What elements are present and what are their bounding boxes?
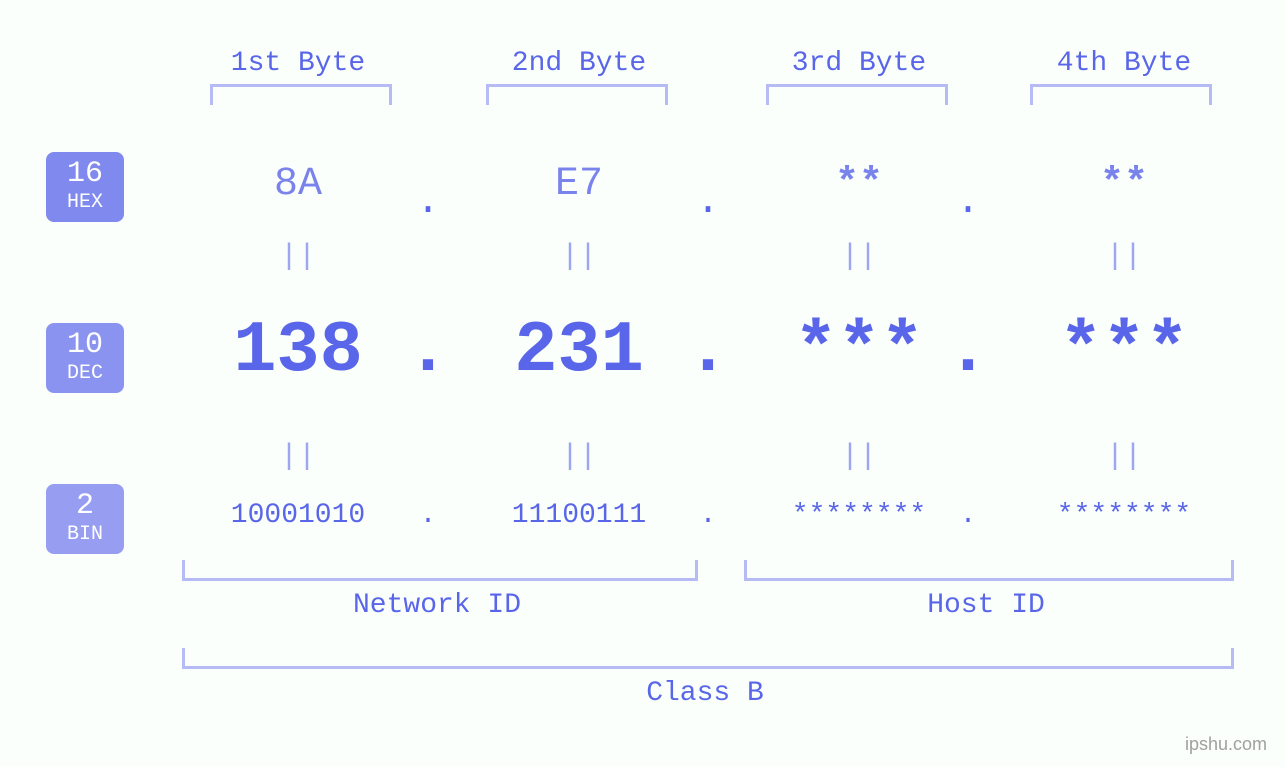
dec-byte-1: 138 bbox=[178, 310, 418, 392]
eq-hex-dec-1: || bbox=[276, 240, 320, 274]
watermark: ipshu.com bbox=[1185, 734, 1267, 755]
eq-dec-bin-4: || bbox=[1102, 440, 1146, 474]
eq-hex-dec-3: || bbox=[837, 240, 881, 274]
bin-dot-1: . bbox=[418, 500, 438, 531]
byte-header-2: 2nd Byte bbox=[491, 48, 667, 79]
bin-byte-2: 11100111 bbox=[449, 500, 709, 531]
base-label-dec: DEC bbox=[46, 363, 124, 385]
base-badge-bin: 2 BIN bbox=[46, 484, 124, 554]
base-label-hex: HEX bbox=[46, 192, 124, 214]
base-label-bin: BIN bbox=[46, 524, 124, 546]
hex-dot-3: . bbox=[950, 180, 986, 225]
top-bracket-2 bbox=[486, 84, 668, 105]
top-bracket-4 bbox=[1030, 84, 1212, 105]
eq-dec-bin-2: || bbox=[557, 440, 601, 474]
dec-byte-2: 231 bbox=[459, 310, 699, 392]
hex-dot-1: . bbox=[410, 180, 446, 225]
dec-byte-4: *** bbox=[1004, 310, 1244, 392]
hex-byte-4: ** bbox=[1024, 162, 1224, 207]
top-bracket-3 bbox=[766, 84, 948, 105]
ip-byte-diagram: 1st Byte 2nd Byte 3rd Byte 4th Byte 16 H… bbox=[0, 0, 1285, 767]
eq-dec-bin-1: || bbox=[276, 440, 320, 474]
dec-dot-3: . bbox=[944, 310, 992, 392]
host-id-label: Host ID bbox=[744, 590, 1228, 621]
top-bracket-1 bbox=[210, 84, 392, 105]
eq-hex-dec-4: || bbox=[1102, 240, 1146, 274]
hex-byte-3: ** bbox=[759, 162, 959, 207]
bin-dot-2: . bbox=[698, 500, 718, 531]
bin-byte-4: ******** bbox=[994, 500, 1254, 531]
eq-dec-bin-3: || bbox=[837, 440, 881, 474]
dec-dot-2: . bbox=[684, 310, 732, 392]
byte-header-1: 1st Byte bbox=[210, 48, 386, 79]
base-badge-hex: 16 HEX bbox=[46, 152, 124, 222]
network-id-label: Network ID bbox=[182, 590, 692, 621]
hex-byte-1: 8A bbox=[198, 162, 398, 207]
network-id-bracket bbox=[182, 560, 698, 581]
class-bracket bbox=[182, 648, 1234, 669]
class-label: Class B bbox=[182, 678, 1228, 709]
bin-byte-3: ******** bbox=[729, 500, 989, 531]
eq-hex-dec-2: || bbox=[557, 240, 601, 274]
hex-dot-2: . bbox=[690, 180, 726, 225]
dec-byte-3: *** bbox=[739, 310, 979, 392]
base-number-dec: 10 bbox=[46, 329, 124, 361]
base-number-hex: 16 bbox=[46, 158, 124, 190]
byte-header-4: 4th Byte bbox=[1036, 48, 1212, 79]
dec-dot-1: . bbox=[404, 310, 452, 392]
host-id-bracket bbox=[744, 560, 1234, 581]
bin-dot-3: . bbox=[958, 500, 978, 531]
bin-byte-1: 10001010 bbox=[168, 500, 428, 531]
hex-byte-2: E7 bbox=[479, 162, 679, 207]
base-number-bin: 2 bbox=[46, 490, 124, 522]
byte-header-3: 3rd Byte bbox=[771, 48, 947, 79]
base-badge-dec: 10 DEC bbox=[46, 323, 124, 393]
